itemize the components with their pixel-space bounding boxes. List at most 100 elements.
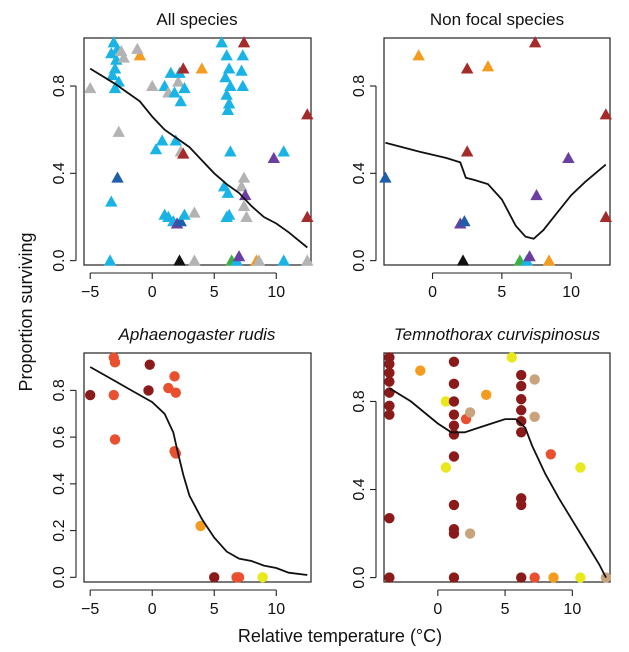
panel-2: Non focal species 0 5 10 0.0 0.4 0.8 bbox=[351, 10, 613, 301]
x-tick-label: 10 bbox=[267, 601, 285, 618]
data-point bbox=[529, 572, 540, 583]
data-point bbox=[112, 125, 125, 137]
data-point bbox=[174, 215, 187, 227]
data-point bbox=[133, 49, 147, 61]
data-point bbox=[448, 356, 460, 368]
data-point bbox=[460, 62, 474, 74]
data-point bbox=[163, 382, 174, 394]
data-point bbox=[177, 62, 190, 74]
data-point bbox=[144, 359, 155, 370]
data-point bbox=[149, 143, 163, 155]
data-point bbox=[220, 49, 233, 61]
data-point bbox=[188, 206, 201, 218]
data-point bbox=[516, 394, 527, 405]
data-point bbox=[548, 572, 559, 583]
data-point bbox=[220, 210, 233, 222]
data-point bbox=[164, 66, 178, 78]
plot-frame bbox=[383, 37, 611, 266]
data-points bbox=[85, 352, 268, 583]
data-point bbox=[562, 151, 575, 164]
y-axis: 0.0 0.4 0.8 bbox=[51, 75, 77, 272]
x-axis: −5 0 5 10 bbox=[81, 589, 285, 618]
y-tick-label: 0.6 bbox=[51, 426, 68, 448]
data-point bbox=[111, 171, 124, 183]
fit-curve bbox=[89, 366, 308, 576]
data-point bbox=[219, 71, 232, 83]
data-point bbox=[384, 572, 395, 583]
y-tick-label: 0.8 bbox=[351, 390, 368, 412]
data-point bbox=[169, 134, 182, 146]
data-point bbox=[379, 171, 392, 183]
data-point bbox=[108, 389, 119, 401]
data-point bbox=[599, 108, 613, 120]
data-point bbox=[267, 151, 280, 164]
data-point bbox=[177, 147, 190, 159]
data-point bbox=[103, 254, 117, 266]
y-tick-label: 0.8 bbox=[51, 379, 68, 401]
data-point bbox=[209, 572, 220, 583]
plot-frame bbox=[83, 352, 312, 583]
data-points bbox=[384, 352, 612, 583]
data-point bbox=[252, 254, 266, 266]
data-point bbox=[188, 254, 201, 266]
y-tick-label: 0.0 bbox=[51, 566, 68, 588]
x-tick-label: 10 bbox=[563, 601, 581, 618]
data-point bbox=[448, 378, 460, 390]
data-point bbox=[195, 62, 209, 74]
data-point bbox=[448, 409, 460, 420]
x-axis: 0 5 10 bbox=[433, 589, 581, 618]
fit-curve bbox=[385, 141, 607, 240]
data-point bbox=[464, 407, 476, 418]
y-tick-label: 0.8 bbox=[51, 75, 68, 97]
data-point bbox=[384, 358, 395, 370]
x-tick-label: 10 bbox=[267, 284, 285, 301]
data-point bbox=[257, 572, 268, 583]
data-point bbox=[106, 68, 119, 81]
data-point bbox=[235, 64, 248, 76]
data-point bbox=[215, 36, 228, 48]
data-point bbox=[277, 254, 290, 266]
fit-curve bbox=[388, 387, 607, 579]
data-point bbox=[143, 385, 154, 396]
data-point bbox=[516, 572, 527, 583]
data-point bbox=[506, 352, 517, 363]
data-point bbox=[448, 499, 460, 511]
data-point bbox=[301, 108, 314, 120]
data-point bbox=[222, 97, 236, 109]
data-point bbox=[516, 427, 527, 438]
data-point bbox=[195, 520, 206, 532]
data-point bbox=[516, 380, 527, 392]
x-tick-label: 5 bbox=[210, 601, 219, 618]
y-tick-label: 0.8 bbox=[351, 75, 368, 97]
y-tick-label: 0.4 bbox=[351, 162, 368, 184]
x-tick-label: 0 bbox=[148, 601, 157, 618]
data-point bbox=[516, 416, 527, 427]
data-point bbox=[174, 95, 187, 107]
data-point bbox=[105, 47, 118, 59]
data-point bbox=[545, 449, 557, 460]
data-point bbox=[240, 210, 253, 222]
data-points bbox=[379, 36, 613, 266]
data-point bbox=[236, 79, 249, 91]
data-point bbox=[178, 82, 191, 94]
data-point bbox=[221, 186, 235, 198]
data-point bbox=[236, 49, 249, 61]
x-tick-label: −5 bbox=[81, 601, 99, 618]
panel-title: All species bbox=[156, 10, 237, 29]
y-tick-label: 0.4 bbox=[51, 162, 68, 184]
data-point bbox=[146, 79, 159, 91]
data-point bbox=[232, 250, 246, 262]
data-point bbox=[237, 36, 251, 48]
y-tick-label: 0.2 bbox=[51, 519, 68, 541]
data-point bbox=[384, 512, 395, 524]
y-tick-label: 0.0 bbox=[51, 249, 68, 271]
panel-4: Temnothorax curvispinosus 0 5 10 0.0 0.4 0.8 bbox=[351, 325, 612, 618]
data-point bbox=[108, 82, 122, 94]
x-tick-label: 5 bbox=[497, 284, 506, 301]
panel-title: Non focal species bbox=[430, 10, 564, 29]
y-tick-label: 0.0 bbox=[351, 566, 368, 588]
data-point bbox=[84, 82, 97, 94]
panel-title: Aphaenogaster rudis bbox=[118, 325, 276, 344]
y-axis-label: Proportion surviving bbox=[16, 232, 36, 391]
data-point bbox=[464, 528, 476, 539]
